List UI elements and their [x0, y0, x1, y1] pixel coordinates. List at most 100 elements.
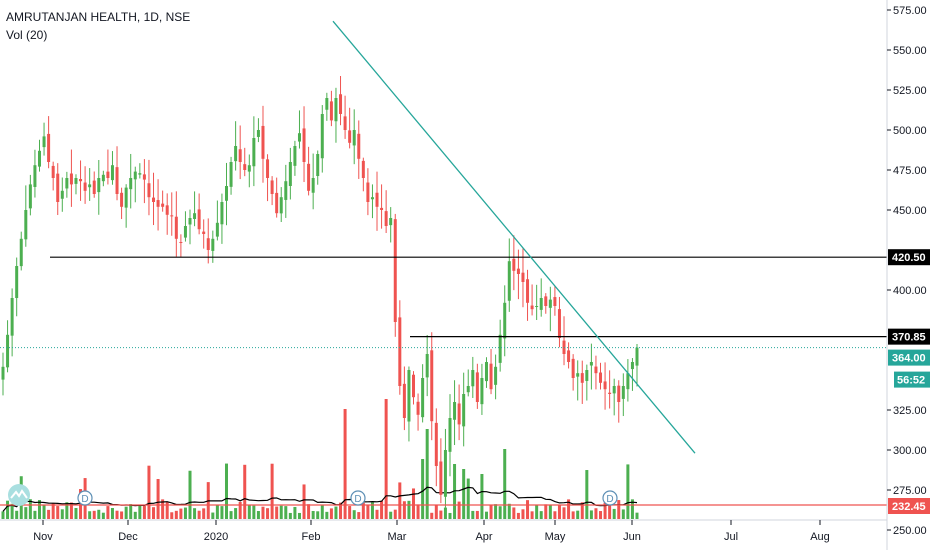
- volume-bar: [197, 510, 201, 519]
- candle-body: [56, 173, 60, 202]
- dividend-marker[interactable]: D: [602, 490, 618, 506]
- candle-body: [635, 347, 639, 366]
- volume-bar: [430, 512, 434, 519]
- volume-bar: [238, 501, 242, 519]
- candle-body: [407, 370, 411, 422]
- candle-body: [416, 401, 420, 415]
- candle-body: [453, 402, 457, 420]
- volume-indicator-label[interactable]: Vol (20): [6, 28, 48, 42]
- candle-body: [302, 128, 306, 162]
- x-tick-label: Jul: [724, 531, 738, 543]
- candle-body: [152, 197, 156, 202]
- candle-body: [503, 302, 507, 339]
- volume-bar: [161, 499, 165, 519]
- candle-body: [626, 373, 630, 390]
- volume-bar: [252, 505, 256, 519]
- candle-body: [580, 373, 584, 383]
- volume-bar: [106, 506, 110, 519]
- dividend-marker-label: D: [606, 494, 613, 505]
- candle-body: [366, 182, 370, 202]
- volume-bar: [65, 502, 69, 519]
- volume-bar: [15, 510, 19, 519]
- volume-bar: [28, 499, 32, 519]
- volume-bar: [120, 511, 124, 519]
- volume-bar: [279, 505, 283, 519]
- candle-body: [412, 374, 416, 398]
- candle-body: [475, 372, 479, 402]
- candle-body: [348, 130, 352, 143]
- candle-body: [621, 386, 625, 399]
- volume-bar: [571, 511, 575, 519]
- y-tick-label: 500.00: [893, 125, 927, 137]
- candle-body: [161, 203, 165, 207]
- candle-body: [247, 165, 251, 172]
- candle-body: [215, 222, 219, 237]
- x-axis[interactable]: Nov Dec 2020 Feb Mar Apr May Jun Jul Aug: [33, 520, 830, 543]
- trendline[interactable]: [332, 20, 696, 454]
- candle-body: [471, 370, 475, 387]
- volume-bar: [512, 507, 516, 519]
- volume-bar: [138, 504, 142, 519]
- candle-body: [608, 392, 612, 394]
- y-tick-label: 550.00: [893, 45, 927, 57]
- candle-body: [311, 178, 315, 193]
- candle-body: [83, 182, 87, 191]
- candle-body: [101, 174, 105, 182]
- volume-bar: [466, 478, 470, 519]
- candle-body: [603, 381, 607, 390]
- candle-body: [165, 205, 169, 215]
- volume-bar: [425, 429, 429, 519]
- volume-bar: [507, 503, 511, 519]
- candle-body: [202, 231, 206, 234]
- tag-420: 420.50: [888, 249, 930, 266]
- volume-bar: [220, 506, 224, 519]
- svg-text:56:52: 56:52: [897, 375, 925, 387]
- candle-body: [170, 215, 174, 217]
- volume-bar: [621, 509, 625, 519]
- x-tick-label: Feb: [302, 531, 321, 543]
- candle-body: [238, 149, 242, 162]
- candle-body: [421, 378, 425, 418]
- volume-bar: [366, 505, 370, 519]
- candle-body: [288, 162, 292, 186]
- volume-bar: [484, 511, 488, 519]
- volume-bar: [580, 502, 584, 519]
- last-price-tag: 364.00: [888, 349, 930, 366]
- volume-bar: [412, 488, 416, 519]
- volume-bar: [69, 502, 73, 519]
- candle-body: [389, 218, 393, 226]
- candle-body: [339, 94, 343, 114]
- candle-body: [120, 192, 124, 207]
- candle-body: [466, 386, 470, 393]
- volume-bar: [293, 506, 297, 519]
- dividend-marker[interactable]: D: [77, 490, 93, 506]
- symbol-title[interactable]: AMRUTANJAN HEALTH, 1D, NSE: [6, 10, 191, 24]
- candle-body: [539, 298, 543, 310]
- candle-body: [530, 305, 534, 310]
- x-tick-label: 2020: [204, 531, 228, 543]
- svg-text:364.00: 364.00: [892, 353, 926, 365]
- volume-bar: [375, 509, 379, 519]
- candle-body: [42, 136, 46, 148]
- candle-body: [293, 146, 297, 166]
- candle-body: [79, 179, 83, 182]
- candle-body: [6, 334, 10, 368]
- candle-body: [229, 162, 233, 187]
- volume-bar: [110, 508, 114, 519]
- volume-bar: [234, 508, 238, 519]
- candle-body: [494, 366, 498, 385]
- x-tick-label: Mar: [388, 531, 407, 543]
- volume-bar: [33, 510, 37, 519]
- volume-bar: [457, 501, 461, 519]
- y-axis[interactable]: 575.00 550.00 525.00 500.00 475.00 450.00 400.…: [887, 5, 927, 537]
- candle-body: [279, 197, 283, 214]
- volume-bar: [329, 508, 333, 519]
- tradingview-logo-icon[interactable]: [8, 484, 30, 506]
- dividend-marker[interactable]: D: [350, 490, 366, 506]
- candle-body: [47, 133, 51, 162]
- volume-bar: [567, 499, 571, 519]
- y-tick-label: 275.00: [893, 485, 927, 497]
- volume-bar: [224, 463, 228, 519]
